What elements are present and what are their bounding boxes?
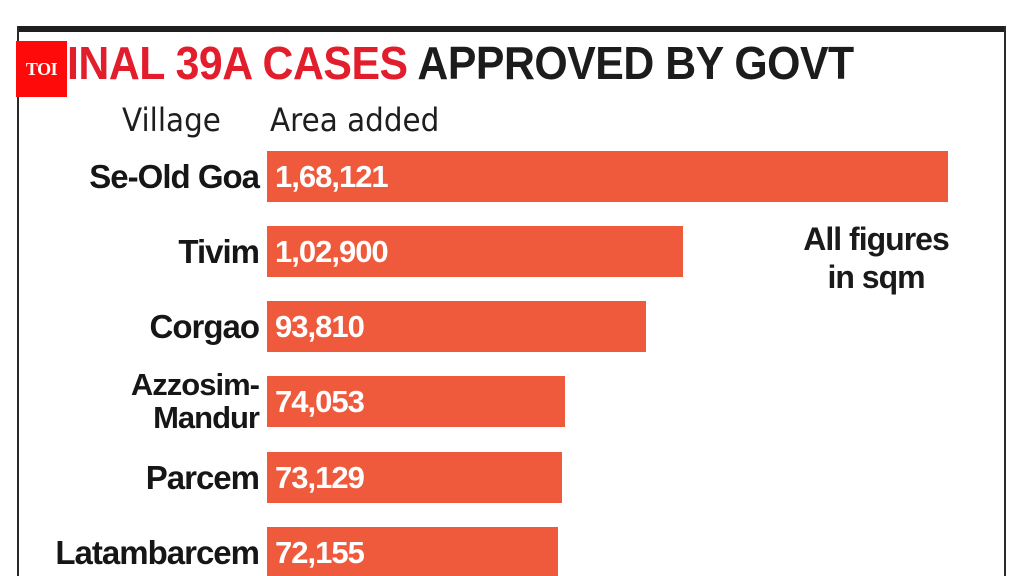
bar xyxy=(267,151,948,202)
bar-row: Corgao 93,810 xyxy=(0,301,1000,352)
frame-right-border xyxy=(1004,26,1006,576)
chart-title-black: APPROVED BY GOVT xyxy=(417,37,854,89)
frame-left-border xyxy=(17,26,19,576)
bar xyxy=(267,376,565,427)
chart-title: INAL 39A CASES APPROVED BY GOVT xyxy=(67,38,854,88)
column-header-village: Village xyxy=(122,101,221,139)
column-header-area: Area added xyxy=(270,101,440,139)
village-label: Azzosim- Mandur xyxy=(59,364,260,438)
village-label: Corgao xyxy=(149,307,260,345)
bar-value-label: 72,155 xyxy=(275,534,365,570)
village-label: Parcem xyxy=(145,458,260,496)
bar-value-label: 74,053 xyxy=(275,383,365,419)
units-note-line1: All figures xyxy=(803,221,949,257)
bar xyxy=(267,226,683,277)
bar-value-label: 1,02,900 xyxy=(275,233,389,269)
bar-row: Parcem 73,129 xyxy=(0,452,1000,503)
bar xyxy=(267,301,646,352)
bar-row: Latambarcem 72,155 xyxy=(0,527,1000,576)
bar-row: Se-Old Goa 1,68,121 xyxy=(0,151,1000,202)
village-label-line2: Mandur xyxy=(153,400,260,435)
bar-value-label: 73,129 xyxy=(275,459,365,495)
bar xyxy=(267,527,558,576)
bar-row: Tivim 1,02,900 xyxy=(0,226,1000,277)
village-label: Se-Old Goa xyxy=(89,157,260,195)
frame-top-border xyxy=(17,26,1006,32)
bar xyxy=(267,452,562,503)
village-label-line1: Azzosim- xyxy=(130,367,260,402)
units-note-line2: in sqm xyxy=(827,259,925,295)
toi-logo-text: TOI xyxy=(25,58,58,79)
village-label: Tivim xyxy=(178,232,260,270)
bar-value-label: 1,68,121 xyxy=(275,158,389,194)
units-note: All figures in sqm xyxy=(780,220,972,296)
bar-value-label: 93,810 xyxy=(275,308,365,344)
toi-logo-badge: TOI xyxy=(16,41,67,97)
bar-row: Azzosim- Mandur 74,053 xyxy=(0,368,1000,434)
village-label: Latambarcem xyxy=(55,533,260,571)
chart-title-red: INAL 39A CASES xyxy=(67,37,408,89)
